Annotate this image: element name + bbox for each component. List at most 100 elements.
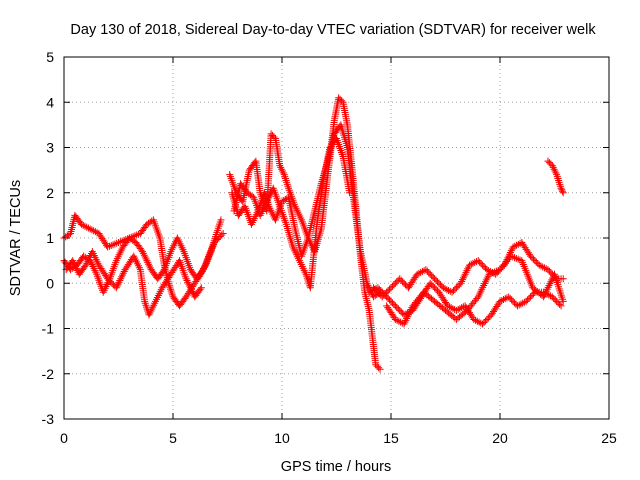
data-point bbox=[467, 260, 475, 268]
data-point bbox=[545, 267, 553, 275]
data-point bbox=[90, 227, 98, 235]
data-point bbox=[509, 243, 517, 251]
data-point bbox=[395, 317, 403, 325]
data-point bbox=[141, 299, 149, 307]
data-point bbox=[557, 302, 565, 310]
data-point bbox=[479, 320, 487, 328]
data-point bbox=[405, 309, 413, 317]
data-point bbox=[117, 275, 125, 283]
data-point bbox=[559, 189, 567, 197]
data-point bbox=[431, 275, 439, 283]
y-tick-label: 3 bbox=[46, 140, 54, 156]
data-point bbox=[555, 178, 563, 186]
data-point bbox=[451, 285, 459, 293]
data-point bbox=[186, 284, 194, 292]
data-point bbox=[480, 263, 488, 271]
x-tick-label: 20 bbox=[492, 430, 508, 446]
series-track-6 bbox=[230, 134, 354, 292]
data-point bbox=[138, 248, 146, 256]
data-point bbox=[77, 220, 85, 228]
data-point bbox=[119, 269, 127, 277]
data-point bbox=[210, 239, 218, 247]
data-point bbox=[141, 253, 149, 261]
data-point bbox=[484, 314, 492, 322]
data-point bbox=[436, 281, 444, 289]
data-point bbox=[403, 315, 411, 323]
y-tick-label: -1 bbox=[42, 321, 55, 337]
data-point bbox=[388, 282, 396, 290]
data-point bbox=[365, 288, 373, 296]
data-point bbox=[551, 167, 559, 175]
data-point bbox=[553, 297, 561, 305]
data-point bbox=[535, 261, 543, 269]
x-tick-label: 15 bbox=[383, 430, 399, 446]
data-point bbox=[481, 317, 489, 325]
data-point bbox=[435, 279, 443, 287]
data-point bbox=[115, 278, 123, 286]
y-tick-label: -3 bbox=[42, 411, 55, 427]
data-point bbox=[506, 294, 514, 302]
data-point bbox=[276, 162, 284, 170]
data-point bbox=[428, 281, 436, 289]
data-point bbox=[215, 234, 223, 242]
data-point bbox=[270, 133, 278, 141]
data-point bbox=[390, 281, 398, 289]
data-point bbox=[458, 277, 466, 285]
data-point bbox=[401, 318, 409, 326]
data-point bbox=[391, 279, 399, 287]
data-point bbox=[219, 229, 227, 237]
data-point bbox=[513, 302, 521, 310]
data-point bbox=[142, 255, 150, 263]
data-point bbox=[507, 252, 515, 260]
data-point bbox=[511, 299, 519, 307]
data-point bbox=[548, 293, 556, 301]
data-point bbox=[108, 279, 116, 287]
series-track-9 bbox=[383, 252, 567, 328]
data-point bbox=[420, 267, 428, 275]
data-point bbox=[391, 302, 399, 310]
data-point bbox=[550, 165, 558, 173]
data-point bbox=[452, 306, 460, 314]
data-point bbox=[539, 263, 547, 271]
data-point bbox=[513, 241, 521, 249]
data-point bbox=[400, 279, 408, 287]
x-axis-label: GPS time / hours bbox=[281, 459, 391, 475]
data-point bbox=[91, 228, 99, 236]
data-point bbox=[406, 307, 414, 315]
data-point bbox=[446, 287, 454, 295]
series-track-10 bbox=[544, 157, 567, 197]
data-point bbox=[112, 284, 120, 292]
data-point bbox=[423, 267, 431, 275]
data-point bbox=[335, 94, 343, 102]
data-point bbox=[474, 257, 482, 265]
x-tick-label: 5 bbox=[169, 430, 177, 446]
x-tick-label: 25 bbox=[601, 430, 617, 446]
data-point bbox=[393, 303, 401, 311]
data-point bbox=[372, 287, 380, 295]
data-point bbox=[86, 225, 94, 233]
data-point bbox=[426, 270, 434, 278]
data-point bbox=[79, 221, 87, 229]
series-track-2 bbox=[60, 229, 227, 296]
series-track-4 bbox=[226, 94, 384, 373]
data-point bbox=[113, 282, 121, 290]
data-point bbox=[367, 287, 375, 295]
data-point bbox=[111, 240, 119, 248]
data-point bbox=[444, 302, 452, 310]
data-point bbox=[387, 284, 395, 292]
data-point bbox=[505, 293, 513, 301]
data-point bbox=[104, 275, 112, 283]
data-point bbox=[434, 278, 442, 286]
data-point bbox=[511, 242, 519, 250]
data-point bbox=[145, 260, 153, 268]
data-point bbox=[545, 159, 553, 167]
data-point bbox=[476, 258, 484, 266]
data-point bbox=[452, 284, 460, 292]
data-point bbox=[118, 273, 126, 281]
data-point bbox=[432, 276, 440, 284]
data-point bbox=[188, 287, 196, 295]
data-point bbox=[143, 303, 151, 311]
data-point bbox=[81, 222, 89, 230]
data-point bbox=[509, 297, 517, 305]
data-point bbox=[422, 266, 430, 274]
